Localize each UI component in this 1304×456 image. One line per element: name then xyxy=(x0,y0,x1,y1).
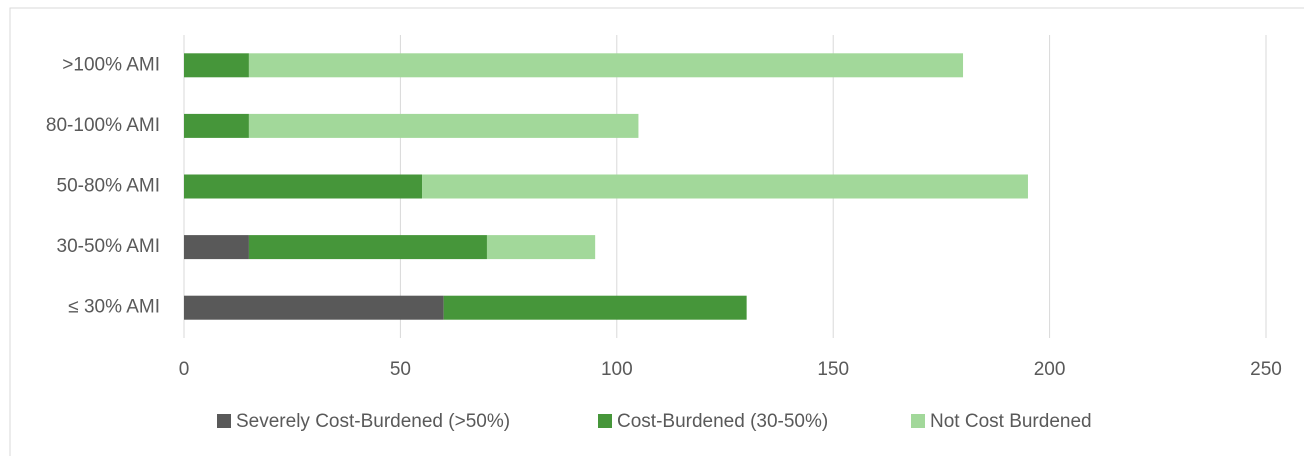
legend-label: Not Cost Burdened xyxy=(930,411,1092,432)
legend-label: Cost-Burdened (30-50%) xyxy=(617,411,828,432)
bar-segment xyxy=(184,295,444,320)
bar-segment xyxy=(486,235,596,260)
y-tick-label: 80-100% AMI xyxy=(46,115,160,136)
bar-segment xyxy=(248,113,639,138)
x-tick-label: 250 xyxy=(1250,359,1282,380)
x-tick-label: 0 xyxy=(179,359,190,380)
y-tick-label: 50-80% AMI xyxy=(57,176,161,197)
bar-segment xyxy=(184,174,423,199)
bar-segment xyxy=(248,235,487,260)
y-tick-label: 30-50% AMI xyxy=(57,236,161,257)
bar-segment xyxy=(184,113,249,138)
bar-segment xyxy=(443,295,747,320)
bar-segment xyxy=(248,53,964,78)
chart-frame xyxy=(9,7,1304,456)
x-tick-label: 200 xyxy=(1034,359,1066,380)
x-tick-label: 50 xyxy=(390,359,411,380)
legend-swatch xyxy=(217,414,231,428)
legend-label: Severely Cost-Burdened (>50%) xyxy=(236,411,510,432)
bar-segment xyxy=(422,174,1028,199)
y-tick-label: ≤ 30% AMI xyxy=(68,297,160,318)
legend-swatch xyxy=(598,414,612,428)
bar-segment xyxy=(184,235,249,260)
legend-swatch xyxy=(911,414,925,428)
y-tick-label: >100% AMI xyxy=(62,54,160,75)
bar-segment xyxy=(184,53,249,78)
x-tick-label: 150 xyxy=(817,359,849,380)
x-tick-label: 100 xyxy=(601,359,633,380)
